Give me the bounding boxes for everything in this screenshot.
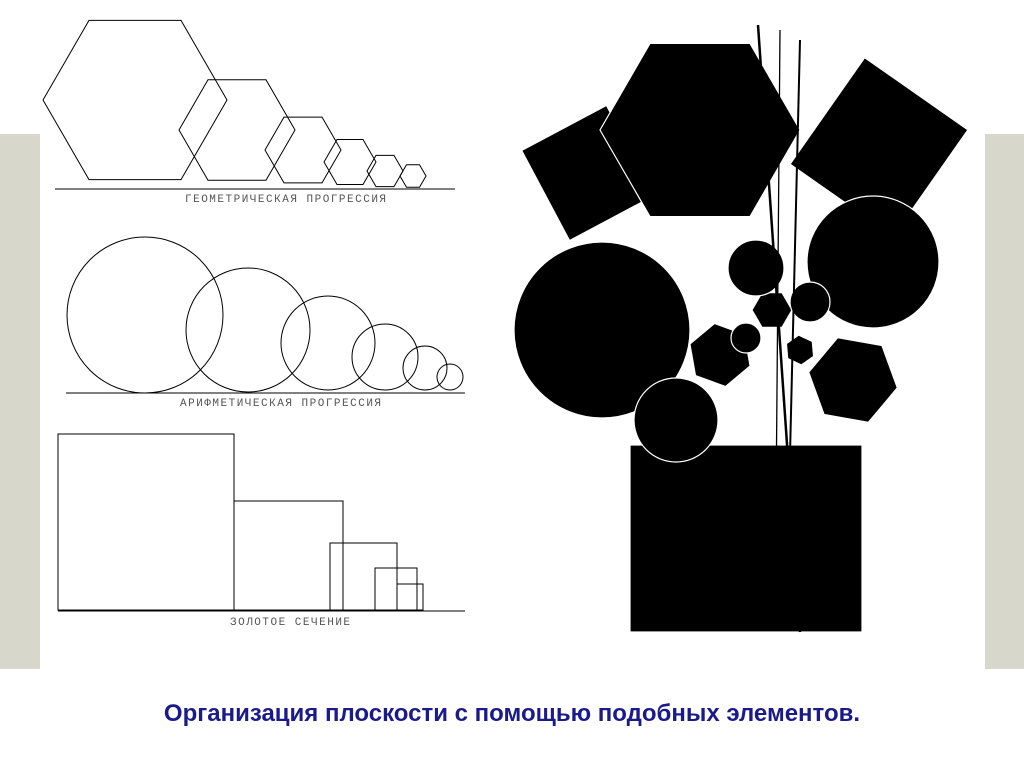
caption-text: Организация плоскости с помощью подобных… bbox=[75, 700, 949, 728]
black-composition bbox=[0, 0, 1024, 767]
diagram-canvas: ГЕОМЕТРИЧЕСКАЯ ПРОГРЕССИЯ АРИФМЕТИЧЕСКАЯ… bbox=[0, 0, 1024, 767]
